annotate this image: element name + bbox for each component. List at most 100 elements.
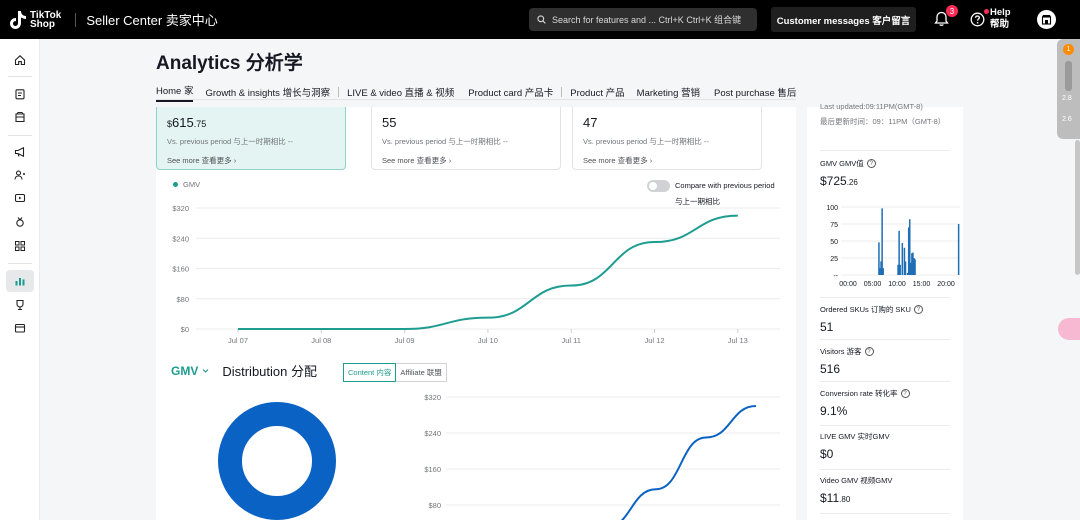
bar bbox=[899, 264, 901, 275]
y-tick-label: -- bbox=[833, 273, 838, 280]
main-panel: $615.75 Vs. previous period 与上一时期相比 -- S… bbox=[156, 107, 796, 520]
seg-content-button[interactable]: Content 内容 bbox=[343, 363, 397, 382]
donut-ring bbox=[218, 402, 336, 520]
orders-icon[interactable] bbox=[11, 85, 29, 103]
y-tick-label: $160 bbox=[172, 265, 189, 274]
products-icon[interactable] bbox=[11, 108, 29, 126]
analytics-tabs: Home 家 Growth & insights 增长与洞察 LIVE & vi… bbox=[156, 82, 796, 102]
kpi-card-3[interactable]: 47 Vs. previous period 与上一时期相比 -- See mo… bbox=[572, 107, 762, 170]
distribution-header: GMV Distribution 分配 bbox=[171, 361, 317, 380]
widget-value-2: 2.6 bbox=[1062, 116, 1072, 123]
x-tick-label: 20:00 bbox=[937, 281, 955, 288]
info-icon[interactable]: ? bbox=[866, 159, 876, 168]
page-scrollbar[interactable] bbox=[1075, 140, 1080, 275]
live-gmv: LIVE GMV 实时GMV $0 bbox=[820, 432, 890, 461]
info-icon[interactable]: ? bbox=[913, 305, 923, 314]
marketing-megaphone-icon[interactable] bbox=[11, 143, 29, 161]
y-tick-label: 75 bbox=[830, 222, 838, 229]
y-tick-label: $320 bbox=[424, 393, 441, 402]
promotion-medal-icon[interactable] bbox=[11, 213, 29, 231]
y-tick-label: $240 bbox=[424, 429, 441, 438]
finance-wallet-icon[interactable] bbox=[11, 319, 29, 337]
bar bbox=[907, 227, 910, 275]
compare-toggle[interactable] bbox=[647, 180, 670, 192]
live-video-icon[interactable] bbox=[11, 189, 29, 207]
kpi-value: $615.75 bbox=[167, 115, 207, 130]
video-gmv: Video GMV 视频GMV $11.80 bbox=[820, 476, 893, 505]
x-tick-label: Jul 10 bbox=[478, 336, 498, 345]
search-icon bbox=[537, 15, 546, 24]
info-icon[interactable]: ? bbox=[864, 347, 874, 356]
bar bbox=[906, 272, 909, 275]
assistant-bubble-icon[interactable] bbox=[1058, 318, 1080, 340]
kpi-card-2[interactable]: 55 Vs. previous period 与上一时期相比 -- See mo… bbox=[371, 107, 561, 170]
tab-product-card[interactable]: Product card 产品卡 bbox=[468, 88, 554, 99]
ordered-skus: Ordered SKUs 订购的 SKU? 51 bbox=[820, 304, 950, 334]
gmv-trend-chart: $0 $80 $160 $240 $320 Jul 07 Jul 08 Jul 09 Jul 1… bbox=[172, 204, 780, 345]
divider bbox=[820, 381, 950, 382]
analytics-icon[interactable] bbox=[6, 270, 34, 292]
distribution-metric-dropdown[interactable]: GMV bbox=[171, 364, 210, 378]
x-tick-label: Jul 12 bbox=[644, 336, 664, 345]
widget-badge: 1 bbox=[1063, 44, 1074, 55]
shop-avatar[interactable] bbox=[1037, 10, 1056, 29]
tab-marketing[interactable]: Marketing 营销 bbox=[636, 88, 701, 99]
kpi-compare: Vs. previous period 与上一时期相比 -- bbox=[167, 137, 293, 146]
tab-live-video[interactable]: LIVE & video 直播 & 视频 bbox=[347, 88, 455, 99]
notification-badge: 3 bbox=[946, 5, 958, 17]
y-tick-label: $80 bbox=[428, 501, 441, 510]
kpi-card-gmv[interactable]: $615.75 Vs. previous period 与上一时期相比 -- S… bbox=[156, 107, 346, 170]
realtime-gmv: GMV GMV值? $725.26 bbox=[820, 158, 950, 188]
brand-title: Seller Center 卖家中心 bbox=[86, 13, 218, 28]
customer-messages-button[interactable]: Customer messages 客户留言 bbox=[771, 7, 916, 32]
seg-affiliate-button[interactable]: Affiliate 联盟 bbox=[396, 363, 447, 382]
apps-grid-icon[interactable] bbox=[11, 237, 29, 255]
bar bbox=[880, 261, 882, 275]
divider bbox=[820, 513, 950, 514]
bell-icon[interactable] bbox=[934, 11, 949, 27]
divider bbox=[820, 339, 950, 340]
creators-icon[interactable] bbox=[11, 166, 29, 184]
y-tick-label: 100 bbox=[826, 205, 838, 212]
kpi-see-more-link[interactable]: See more 查看更多 › bbox=[382, 156, 452, 165]
help-dot bbox=[984, 9, 989, 14]
bar bbox=[903, 247, 906, 275]
search-placeholder: Search for features and ... Ctrl+K Ctrl+… bbox=[552, 15, 742, 25]
tab-home[interactable]: Home 家 bbox=[156, 83, 194, 102]
help-button[interactable]: Help 帮助 bbox=[970, 7, 1011, 31]
page-title: Analytics 分析学 bbox=[156, 53, 303, 74]
kpi-see-more-link[interactable]: See more 查看更多 › bbox=[583, 156, 653, 165]
distribution-title: Distribution 分配 bbox=[222, 364, 317, 379]
chevron-down-icon bbox=[202, 369, 209, 373]
y-tick-label: $160 bbox=[424, 465, 441, 474]
info-icon[interactable]: ? bbox=[900, 389, 910, 398]
y-tick-label: $80 bbox=[176, 295, 189, 304]
bar bbox=[909, 219, 911, 275]
distribution-line-chart: $80 $160 $240 $320 bbox=[424, 393, 780, 520]
tab-product[interactable]: Product 产品 bbox=[570, 88, 625, 99]
kpi-value: 47 bbox=[583, 115, 598, 130]
tiktok-shop-logo[interactable]: TikTok Shop bbox=[10, 10, 61, 29]
kpi-see-more-link[interactable]: See more 查看更多 › bbox=[167, 156, 237, 165]
bar bbox=[901, 243, 904, 275]
bar bbox=[898, 230, 900, 275]
divider bbox=[820, 425, 950, 426]
visitors: Visitors 游客? 516 bbox=[820, 346, 950, 376]
trophy-icon[interactable] bbox=[11, 296, 29, 314]
conversion-rate: Conversion rate 转化率? 9.1% bbox=[820, 388, 950, 418]
tab-divider bbox=[338, 87, 340, 97]
kpi-compare: Vs. previous period 与上一时期相比 -- bbox=[583, 137, 709, 146]
sidebar-divider bbox=[8, 135, 32, 136]
home-icon[interactable] bbox=[11, 51, 29, 69]
tab-post-purchase[interactable]: Post purchase 售后 bbox=[714, 88, 797, 99]
distribution-series-line bbox=[620, 405, 757, 520]
bar bbox=[878, 242, 880, 275]
bar bbox=[882, 268, 884, 275]
compare-toggle-row: Compare with previous period bbox=[647, 180, 785, 192]
x-tick-label: 00:00 bbox=[839, 281, 857, 288]
bar bbox=[913, 258, 915, 275]
performance-widget[interactable]: 1 2.8 2.6 bbox=[1057, 39, 1080, 139]
bar bbox=[879, 268, 881, 275]
tab-growth-insights[interactable]: Growth & insights 增长与洞察 bbox=[205, 88, 331, 99]
search-input[interactable]: Search for features and ... Ctrl+K Ctrl+… bbox=[529, 8, 757, 31]
